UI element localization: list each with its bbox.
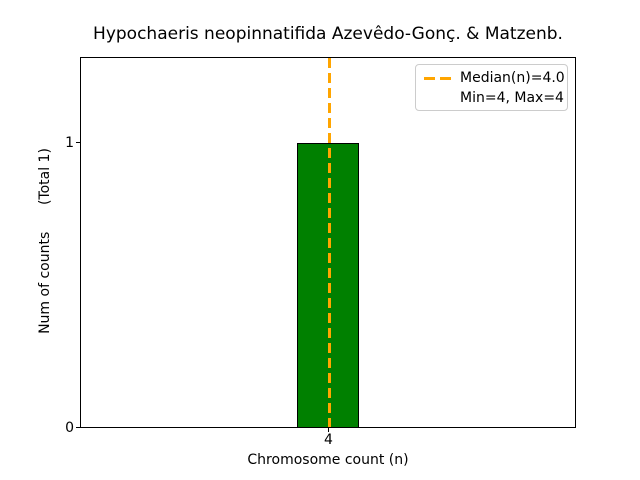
x-tick-mark-4 [328,428,329,432]
y-tick-mark-1 [76,142,80,143]
legend-label-median: Median(n)=4.0 [460,70,565,86]
chart-title: Hypochaeris neopinnatifida Azevêdo-Gonç.… [93,24,563,44]
legend-empty-sample [424,97,451,100]
dashed-line-icon [424,76,451,80]
x-axis-label: Chromosome count (n) [247,452,409,468]
legend: Median(n)=4.0 Min=4, Max=4 [415,64,568,111]
x-tick-label-4: 4 [324,432,333,448]
legend-label-minmax: Min=4, Max=4 [460,90,564,106]
y-tick-label-1: 1 [65,135,74,151]
y-tick-label-0: 0 [65,420,74,436]
legend-entry-minmax: Min=4, Max=4 [424,88,564,108]
plot-area: Median(n)=4.0 Min=4, Max=4 [80,57,576,428]
y-tick-mark-0 [76,427,80,428]
y-axis-label: Num of counts (Total 1) [37,148,53,334]
legend-entry-median: Median(n)=4.0 [424,68,565,88]
median-vline [328,58,331,427]
